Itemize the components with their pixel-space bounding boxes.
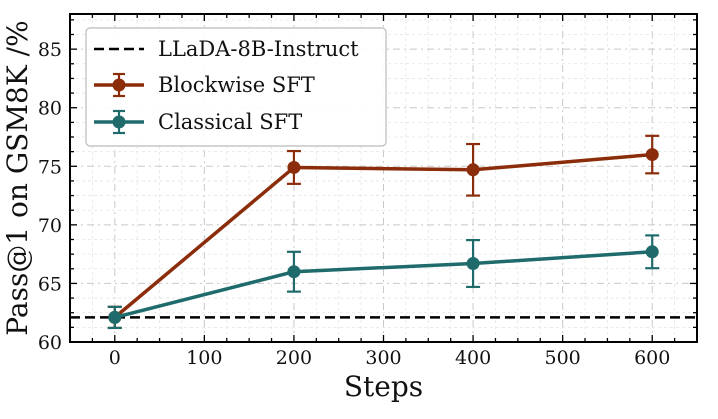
data-point (645, 245, 659, 259)
legend-marker-blockwise (94, 72, 144, 98)
series-line (113, 152, 653, 319)
ticks (69, 14, 698, 343)
data-point (466, 163, 480, 177)
y-tick-label: 60 (38, 332, 62, 354)
legend-label-blockwise: Blockwise SFT (158, 73, 315, 97)
legend-marker-classical (94, 109, 144, 135)
y-tick-label: 80 (38, 98, 62, 120)
x-tick-label: 0 (109, 347, 121, 369)
x-tick-label: 500 (545, 347, 581, 369)
legend-label-baseline: LLaDA-8B-Instruct (158, 37, 359, 61)
x-tick-label: 100 (186, 347, 222, 369)
series-layer (107, 134, 660, 330)
x-tick-label: 400 (455, 347, 491, 369)
data-point (466, 257, 480, 271)
tick-labels: 0 100 200 300 400 500 600 60 65 70 75 80 85 (38, 39, 671, 369)
series-1 (107, 234, 660, 330)
data-point (645, 148, 659, 162)
x-axis-label: Steps (344, 370, 423, 403)
data-point (287, 160, 301, 174)
legend-label-classical: Classical SFT (158, 110, 302, 134)
legend-dot (112, 78, 126, 92)
x-tick-label: 600 (634, 347, 670, 369)
y-tick-label: 75 (38, 156, 62, 178)
x-tick-label: 300 (365, 347, 401, 369)
data-point (287, 265, 301, 279)
legend: LLaDA-8B-Instruct Blockwise SFT Classica… (85, 27, 387, 147)
y-tick-label: 65 (38, 273, 62, 295)
series-line (114, 250, 653, 320)
data-point (108, 310, 122, 324)
y-axis-label: Pass@1 on GSM8K /% (1, 20, 34, 335)
x-tick-label: 200 (276, 347, 312, 369)
y-tick-label: 70 (38, 215, 62, 237)
legend-dot (112, 115, 126, 129)
y-tick-label: 85 (38, 39, 62, 61)
legend-box (85, 27, 387, 147)
